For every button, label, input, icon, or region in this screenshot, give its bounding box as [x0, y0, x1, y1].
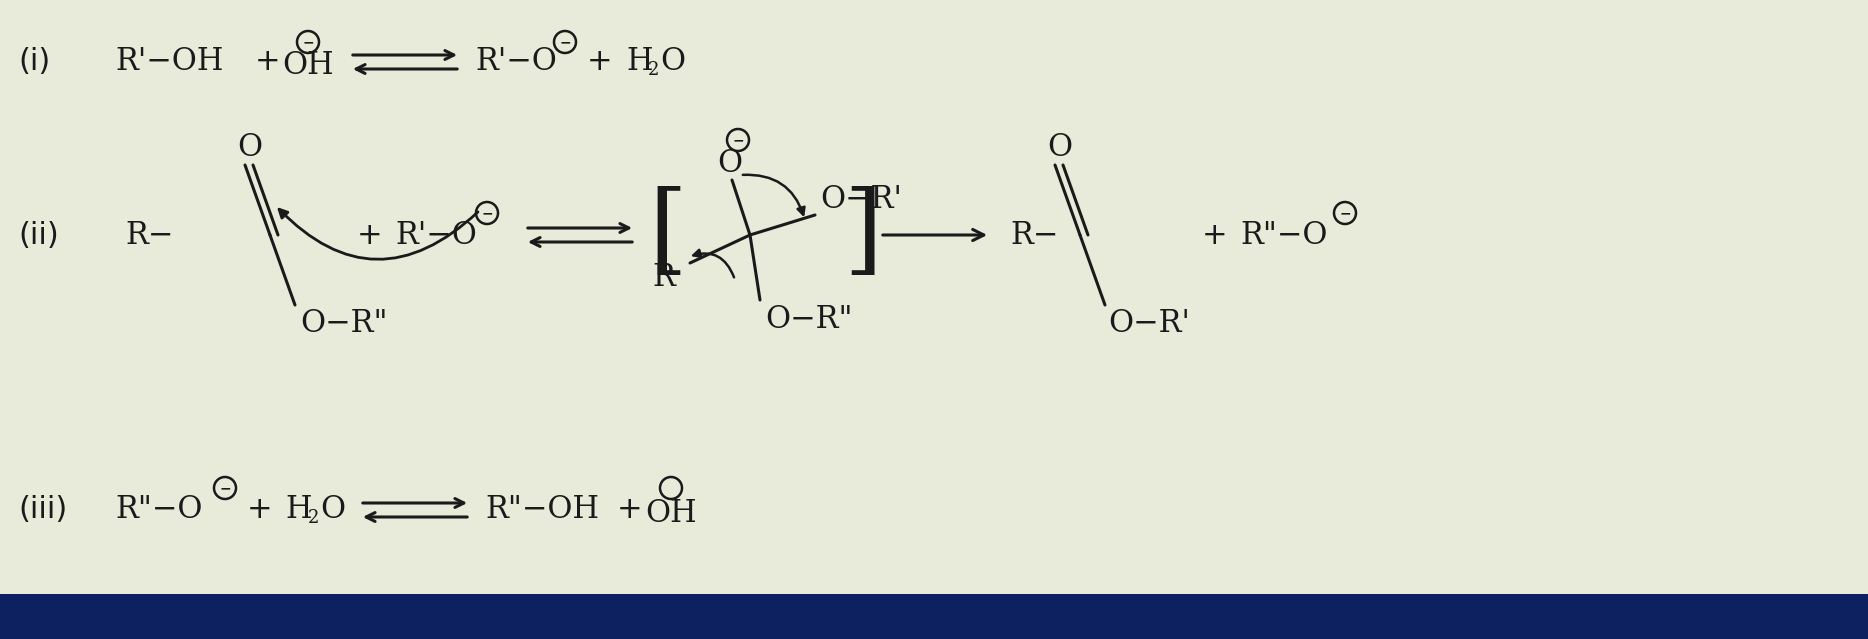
Text: SBQ: SBQ	[11, 606, 64, 626]
Text: O−R': O−R'	[1108, 307, 1190, 339]
Text: 2: 2	[648, 61, 659, 79]
FancyArrowPatch shape	[278, 209, 478, 259]
Bar	[0, 594, 1868, 639]
Text: O: O	[659, 47, 686, 77]
Text: +: +	[357, 220, 383, 249]
Text: −: −	[559, 35, 572, 49]
Text: +: +	[247, 495, 273, 525]
Text: 2: 2	[308, 509, 319, 527]
Text: −: −	[482, 206, 493, 220]
Text: R: R	[652, 261, 674, 293]
Text: O−R": O−R"	[766, 305, 852, 335]
Text: +: +	[256, 47, 280, 77]
Text: R"−O: R"−O	[1240, 220, 1328, 250]
Text: OH: OH	[644, 498, 697, 528]
Text: O: O	[717, 148, 743, 178]
Text: O: O	[1048, 132, 1072, 162]
Text: H: H	[286, 495, 312, 525]
FancyArrowPatch shape	[743, 174, 805, 215]
Text: H: H	[626, 47, 652, 77]
Text: ]: ]	[842, 187, 882, 283]
Text: R−: R−	[1011, 220, 1059, 250]
Text: R'−O: R'−O	[394, 220, 476, 250]
Text: (iii): (iii)	[19, 495, 67, 525]
Text: [: [	[648, 187, 687, 283]
Text: −: −	[1339, 206, 1351, 220]
Text: −: −	[219, 481, 232, 495]
Text: R'−O: R'−O	[474, 47, 557, 77]
Text: (i): (i)	[19, 47, 50, 77]
Text: R−: R−	[125, 220, 174, 250]
Text: O: O	[237, 132, 263, 162]
Text: −: −	[732, 133, 743, 147]
Text: OH: OH	[282, 49, 334, 81]
Text: −: −	[303, 35, 314, 49]
Text: (ii): (ii)	[19, 220, 58, 249]
Text: O−R': O−R'	[820, 185, 902, 215]
Text: +: +	[1203, 220, 1227, 249]
FancyArrowPatch shape	[693, 250, 734, 277]
Text: R"−O: R"−O	[116, 495, 202, 525]
Text: O−R": O−R"	[301, 307, 387, 339]
Text: +: +	[616, 495, 643, 525]
Text: O: O	[319, 495, 346, 525]
Text: R'−OH: R'−OH	[116, 47, 224, 77]
Text: R"−OH: R"−OH	[486, 495, 600, 525]
Text: http://qnint.sbq.org.br: http://qnint.sbq.org.br	[1640, 607, 1857, 626]
Text: +: +	[587, 47, 613, 77]
